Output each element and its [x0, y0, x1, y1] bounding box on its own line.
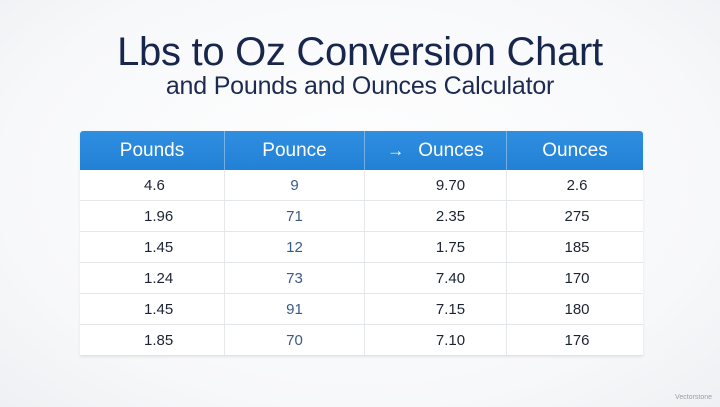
table-row: 1.85 70 7.10 176 [80, 325, 643, 356]
header-ounces-1: → Ounces [365, 131, 507, 170]
header-pounce: Pounce [225, 131, 365, 170]
cell-ounces-1: 9.70 [365, 170, 507, 200]
cell-ounces-2: 185 [564, 238, 590, 256]
cell-ounces-2: 176 [564, 331, 590, 349]
header-pounds: Pounds [80, 131, 225, 170]
cell-pounce: 91 [225, 294, 365, 324]
table-row: 1.45 91 7.15 180 [80, 294, 643, 325]
cell-pounce: 73 [225, 263, 365, 293]
page-subtitle: and Pounds and Ounces Calculator [165, 72, 555, 100]
cell-pounds: 1.96 [80, 201, 225, 231]
cell-pounce: 71 [225, 201, 365, 231]
cell-ounces-1: 2.35 [365, 201, 507, 231]
arrow-right-icon: → [387, 140, 405, 160]
table-row: 4.6 9 9.70 2.6 [80, 170, 643, 201]
cell-pounds: 1.45 [80, 232, 225, 262]
cell-ounces-2: 170 [564, 269, 590, 287]
cell-ounces-1: 1.75 [365, 232, 507, 262]
table-header: Pounds Pounce → Ounces Ounces [80, 131, 643, 170]
table-row: 1.45 12 1.75 185 [80, 232, 643, 263]
table-body: 4.6 9 9.70 2.6 1.96 71 2.35 275 1.45 12 1.75 185 1.2… [80, 170, 643, 356]
cell-ounces-2: 275 [564, 207, 590, 225]
cell-ounces-1: 7.40 [365, 263, 507, 293]
cell-pounce: 70 [225, 325, 365, 355]
watermark: Vectorstone [675, 394, 712, 401]
table-row: 1.24 73 7.40 170 [80, 263, 643, 294]
cell-pounce: 12 [225, 232, 365, 262]
cell-ounces-1: 7.10 [365, 325, 507, 355]
cell-pounce: 9 [225, 170, 365, 200]
conversion-table: Pounds Pounce → Ounces Ounces 4.6 9 9.70 2.… [80, 131, 643, 356]
cell-pounds: 4.6 [80, 170, 225, 200]
cell-ounces-2: 2.6 [566, 176, 588, 194]
cell-pounds: 1.45 [80, 294, 225, 324]
table-row: 1.96 71 2.35 275 [80, 201, 643, 232]
header-ounces-2: Ounces [542, 139, 608, 161]
page-title: Lbs to Oz Conversion Chart [117, 30, 603, 74]
cell-ounces-2: 180 [564, 300, 590, 318]
cell-pounds: 1.24 [80, 263, 225, 293]
cell-pounds: 1.85 [80, 325, 225, 355]
cell-ounces-1: 7.15 [365, 294, 507, 324]
